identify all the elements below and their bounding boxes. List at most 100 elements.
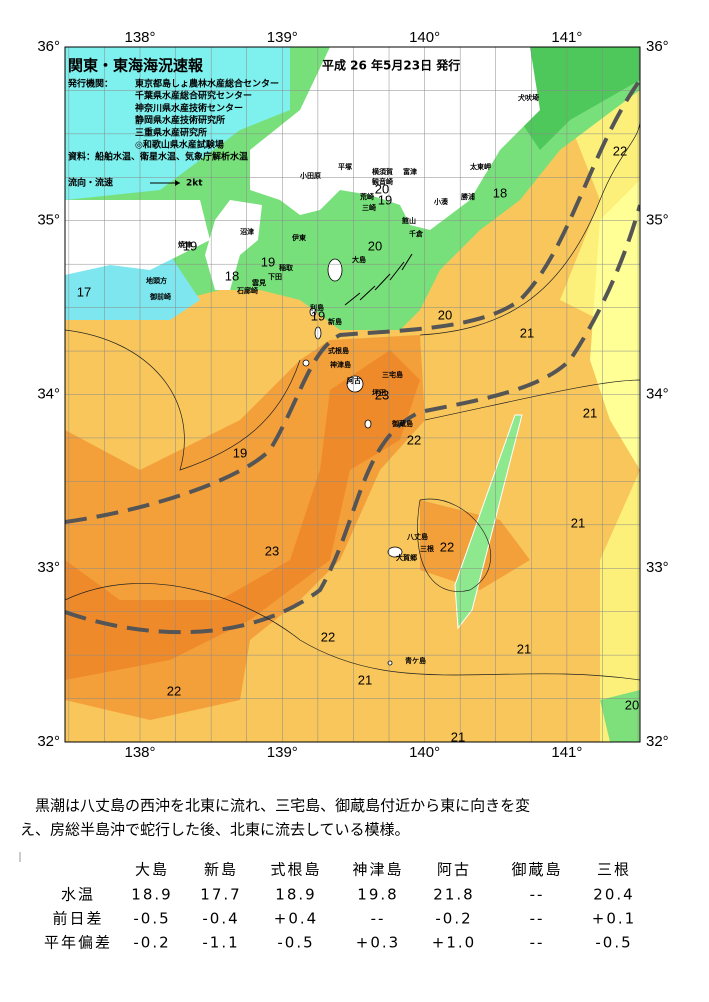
contour-label: 21 [583,405,597,420]
map-labels: 138° 138° 139° 139° 140° 140° 141° 141° 36° 36° 35… [37,29,668,761]
sources: 資料：船舶水温、衛星水温、気象庁解析水温 [68,151,248,163]
contour-label: 23 [265,543,279,558]
place-name: 下田 [268,273,282,281]
place-name: 荒崎 [359,192,374,201]
table-cell: -- [530,910,545,928]
table-cell: -- [371,910,386,928]
place-name: 横須賀 [372,167,393,176]
table-cell: +0.1 [592,910,636,928]
column-header: 神津島 [352,861,403,879]
column-header: 新島 [204,861,238,879]
contour-label: 20 [368,238,382,253]
place-name: 神津島 [330,360,351,369]
place-name: 利島 [310,303,324,312]
legend-speed: 2kt [186,179,203,189]
place-name: 勝浦 [461,192,475,201]
green-streak [454,414,523,630]
column-header: 式根島 [270,861,321,879]
issuer-name: 静岡県水産技術研究所 [135,114,225,126]
place-name: 太東岬 [470,162,491,171]
current-arrows [344,253,413,306]
contour-label: 20 [625,697,639,712]
column-header: 御蔵島 [511,861,562,879]
table-cell: 17.7 [200,886,241,904]
place-name: 三根 [420,544,434,553]
lon-label: 140° [409,744,440,761]
contour-label: 21 [358,672,372,687]
lon-label: 138° [124,29,155,46]
green-patch [600,690,640,742]
table-cell: -0.4 [202,910,239,928]
issuer-label: 発行機関： [67,78,113,90]
place-name: 犬吠埼 [518,93,539,102]
lat-label: 36° [646,38,669,55]
place-name: 伊東 [291,233,307,242]
lon-label: 139° [267,29,298,46]
contour-label: 21 [520,325,534,340]
table-cell: -0.5 [595,934,632,952]
issuer-name: 神奈川県水産技術センター [135,102,243,114]
place-name: 御蔵島 [391,419,413,428]
place-name: 阿古 [347,376,361,385]
place-name: 稲取 [279,263,294,272]
column-header: 大島 [135,861,169,879]
table-cell: +1.0 [432,934,476,952]
lat-label: 34° [37,385,60,402]
contour-label: 21 [571,515,585,530]
place-name: 石廊崎 [236,286,258,295]
contour-label: 20 [438,307,452,322]
table-cell: 21.8 [433,886,474,904]
contour-label: 18 [225,268,239,283]
place-name: 富津 [403,167,417,176]
row-label: 水温 [61,886,95,904]
place-name: 千倉 [409,229,424,238]
issuer-name: 三重県水産研究所 [135,126,207,138]
place-name: 三宅島 [382,370,403,379]
summary-line: え、房総半島沖で蛇行した後、北東に流去している模様。 [20,821,410,839]
place-name: 坪田 [372,388,386,397]
kuroshio-axis [65,78,640,635]
lon-label: 139° [267,744,298,761]
issue-date: 平成 26 年5月23日 発行 [322,58,460,73]
table-cell: 19.8 [357,886,398,904]
contour-label: 20 [375,181,389,196]
place-name: 大島 [352,255,366,264]
lat-label: 32° [37,733,60,750]
contour-label: 21 [451,729,465,744]
contour-label: 21 [517,641,531,656]
map-frame [64,46,641,743]
contour-label: 17 [77,284,91,299]
place-name: 青ケ島 [405,656,426,665]
contour-label: 23 [375,387,389,402]
lat-label: 35° [37,212,60,229]
place-name: 沼津 [240,227,254,236]
table-cell: -1.1 [202,934,239,952]
table-cell: -- [530,934,545,952]
contour-label: 19 [183,238,197,253]
contour-label: 18 [493,185,507,200]
place-name: 三崎 [362,203,376,212]
legend-label: 流向・流速 [68,177,113,189]
row-label: 前日差 [52,910,103,928]
sea-temperature-map [65,47,640,742]
table-cell: 18.9 [131,886,172,904]
contour-label: 22 [407,432,421,447]
summary-line: 黒潮は八丈島の西沖を北東に流れ、三宅島、御蔵島付近から東に向きを変 [35,797,530,815]
deep-orange-region [65,350,420,680]
contour-label: 19 [233,445,247,460]
table-cell: +0.4 [274,910,318,928]
table-cell: -0.5 [133,910,170,928]
table-cell: -0.2 [435,910,472,928]
cold-cyan [65,47,290,200]
table-cell: +0.3 [356,934,400,952]
table-cell: 18.9 [275,886,316,904]
table-cell: -0.5 [277,934,314,952]
place-name: 地頭方 [146,276,167,285]
lon-label: 141° [551,744,582,761]
contour-label: 19 [378,192,392,207]
land-tokai [65,200,210,275]
place-name: 大賀郷 [396,553,417,562]
issuer-name: 千葉県水産総合研究センター [135,90,252,102]
